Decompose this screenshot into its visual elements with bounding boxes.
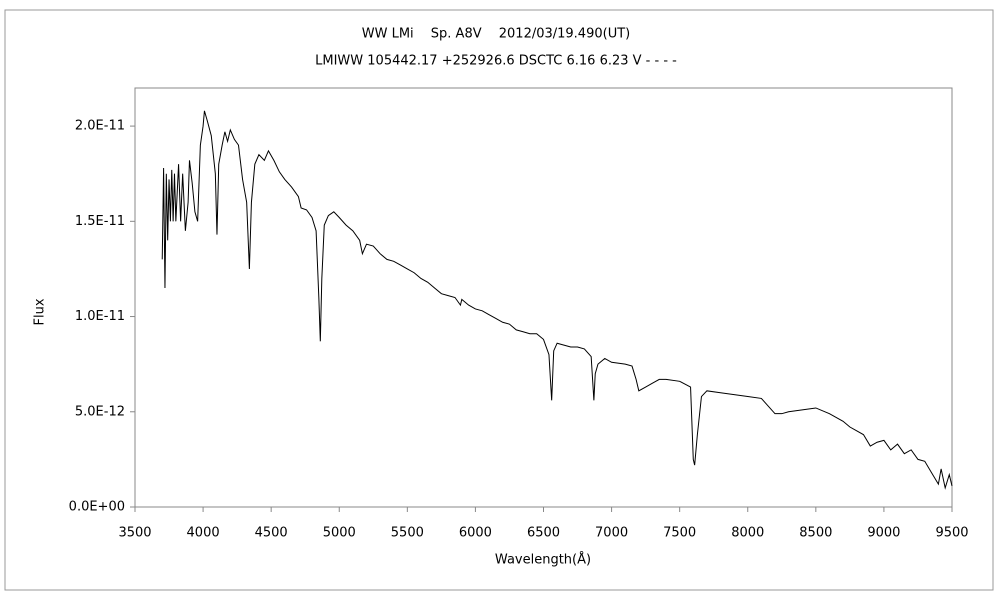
- x-tick-label: 7500: [663, 526, 696, 541]
- x-axis-label: Wavelength(Å): [495, 552, 591, 568]
- chart-frame: [4, 9, 994, 591]
- x-tick-label: 8000: [731, 526, 764, 541]
- y-tick-label: 1.0E-11: [75, 309, 125, 324]
- x-tick-label: 9500: [935, 526, 968, 541]
- y-tick-label: 5.0E-12: [75, 404, 125, 419]
- x-tick-label: 6500: [527, 526, 560, 541]
- chart-title: WW LMi Sp. A8V 2012/03/19.490(UT): [362, 27, 630, 42]
- spectrum-line: [161, 110, 953, 490]
- x-tick-label: 3500: [118, 526, 151, 541]
- x-tick-label: 8500: [799, 526, 832, 541]
- x-tick-label: 7000: [595, 526, 628, 541]
- x-tick-label: 5000: [323, 526, 356, 541]
- x-tick-label: 5500: [391, 526, 424, 541]
- y-tick-label: 0.0E+00: [69, 500, 125, 515]
- x-tick-label: 6000: [459, 526, 492, 541]
- x-tick-label: 4000: [187, 526, 220, 541]
- chart-subtitle: LMIWW 105442.17 +252926.6 DSCTC 6.16 6.2…: [315, 54, 677, 69]
- x-tick-label: 9000: [867, 526, 900, 541]
- x-tick-label: 4500: [255, 526, 288, 541]
- y-tick-label: 2.0E-11: [75, 119, 125, 134]
- y-axis-label: Flux: [33, 298, 48, 325]
- y-tick-label: 1.5E-11: [75, 214, 125, 229]
